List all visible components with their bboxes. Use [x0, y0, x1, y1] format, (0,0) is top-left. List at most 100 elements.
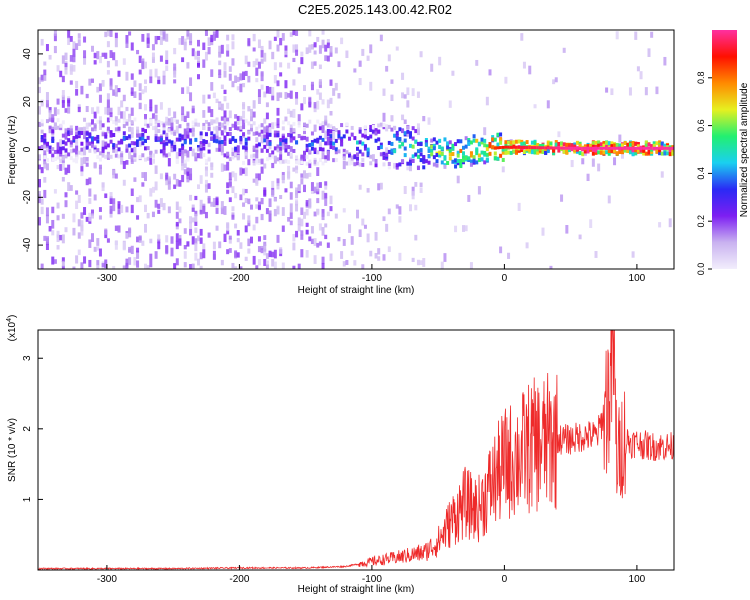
- spectrogram-cell: [499, 153, 503, 158]
- spectrogram-cell: [292, 242, 296, 251]
- spectrogram-cell: [117, 208, 121, 215]
- spectrogram-cell: [43, 177, 47, 183]
- spectrogram-cell: [369, 44, 373, 54]
- spectrogram-cell: [189, 32, 193, 42]
- spectrogram-cell: [59, 146, 63, 151]
- spectrogram-cell: [247, 159, 251, 166]
- spectrogram-cell: [112, 170, 116, 179]
- spectrogram-cell: [189, 228, 193, 236]
- spectrogram-cell: [409, 134, 412, 139]
- spectrogram-cell: [130, 107, 134, 116]
- spectrogram-cell: [305, 222, 309, 227]
- spectrogram-cell: [67, 127, 71, 132]
- spectrogram-cell: [45, 214, 49, 224]
- spectrogram-cell: [43, 133, 47, 138]
- spectrogram-cell: [98, 151, 102, 156]
- spectrogram-cell: [544, 146, 548, 150]
- spectrogram-cell: [231, 136, 235, 141]
- spectrogram-cell: [40, 119, 44, 124]
- spectrogram-cell: [546, 149, 550, 154]
- spectrogram-cell: [61, 95, 65, 104]
- spectrogram-cell: [157, 129, 161, 134]
- spectrogram-cell: [570, 159, 574, 168]
- spectrogram-cell: [610, 144, 614, 149]
- spectrogram-cell: [114, 173, 118, 179]
- spectrogram-cell: [215, 198, 219, 206]
- spectrogram-cell: [64, 141, 68, 146]
- spectrogram-cell: [207, 37, 211, 47]
- spectrogram-cell: [589, 219, 593, 228]
- spectrogram-cell: [144, 114, 147, 123]
- spectrogram-cell: [109, 205, 113, 214]
- spectrogram-cell: [308, 162, 312, 169]
- spectrogram-cell: [279, 160, 283, 165]
- spectrogram-cell: [101, 132, 105, 137]
- spectrogram-cell: [252, 153, 256, 158]
- spectrogram-cell: [159, 102, 163, 110]
- spectrogram-cell: [353, 136, 357, 141]
- spectrogram-cell: [218, 103, 222, 108]
- spectrogram-cell: [268, 250, 272, 258]
- spectrogram-cell: [318, 45, 322, 54]
- spectrogram-cell: [549, 142, 553, 147]
- spectrogram-cell: [149, 154, 153, 159]
- spectrogram-cell: [175, 119, 179, 124]
- spectrogram-cell: [242, 132, 246, 137]
- spectrogram-cell: [263, 144, 267, 149]
- spectrogram-cell: [628, 142, 632, 147]
- spectrogram-cell: [72, 227, 76, 236]
- spectrogram-cell: [454, 142, 458, 147]
- spectrogram-cell: [67, 182, 71, 191]
- spectrogram-cell: [48, 54, 52, 60]
- spectrogram-cell: [159, 36, 163, 45]
- spectrogram-cell: [313, 147, 317, 152]
- spectrogram-cell: [228, 110, 232, 119]
- spectrogram-cell: [189, 216, 193, 224]
- spectrogram-cell: [125, 258, 129, 267]
- spectrogram-cell: [67, 164, 71, 174]
- spectrogram-cell: [326, 39, 330, 46]
- spectrogram-cell: [485, 147, 489, 152]
- spectrogram-cell: [154, 136, 158, 141]
- spectrogram-cell: [401, 159, 405, 164]
- spectrogram-cell: [125, 106, 129, 112]
- spectrogram-cell: [170, 125, 174, 131]
- spectrogram-cell: [244, 151, 248, 156]
- spectrogram-cell: [183, 41, 187, 51]
- spectrogram-cell: [578, 151, 582, 156]
- spectrogram-cell: [234, 192, 238, 199]
- spectrogram-cell: [401, 72, 405, 80]
- spectrogram-cell: [210, 201, 214, 207]
- spectrogram-cell: [271, 95, 275, 101]
- spectrogram-cell: [279, 195, 283, 200]
- spectrogram-cell: [104, 228, 108, 235]
- spectrogram-cell: [636, 144, 640, 149]
- spectrogram-cell: [663, 146, 667, 150]
- spectrogram-cell: [244, 188, 248, 194]
- spectrogram-cell: [281, 126, 285, 131]
- spectrogram-cell: [289, 32, 293, 37]
- spectrogram-cell: [467, 141, 471, 146]
- spectrogram-cell: [650, 144, 654, 149]
- spectrogram-cell: [276, 30, 280, 38]
- spectrogram-cell: [162, 145, 166, 150]
- spectrogram-cell: [589, 144, 593, 149]
- spectrogram-cell: [173, 263, 177, 269]
- spectrogram-cell: [271, 87, 275, 96]
- spectrogram-cell: [480, 157, 484, 162]
- spectrogram-cell: [591, 144, 595, 149]
- x-tick-label: 0: [502, 273, 508, 284]
- spectrogram-cell: [117, 147, 121, 152]
- spectrogram-cell: [618, 134, 622, 143]
- spectrogram-cell: [61, 161, 65, 170]
- spectrogram-cell: [265, 260, 269, 266]
- spectrogram-cell: [324, 115, 328, 122]
- spectrogram-cell: [98, 207, 102, 212]
- spectrogram-cell: [303, 211, 306, 219]
- spectrogram-cell: [411, 136, 415, 141]
- spectrogram-cell: [528, 146, 532, 150]
- spectrogram-cell: [446, 145, 450, 150]
- spectrogram-cell: [560, 146, 564, 150]
- spectrogram-cell: [109, 192, 113, 199]
